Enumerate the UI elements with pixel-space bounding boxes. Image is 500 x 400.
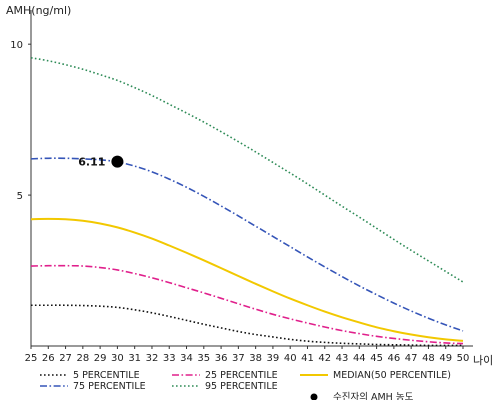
x-tick-label: 39: [267, 353, 280, 364]
legend-label: 25 PERCENTILE: [205, 370, 278, 381]
x-tick-label: 46: [388, 353, 401, 364]
x-tick-label: 47: [405, 353, 418, 364]
x-tick-label: 40: [284, 353, 297, 364]
series-line-95-percentile: [30, 56, 464, 283]
chart-legend: 5 PERCENTILE 25 PERCENTILE MEDIAN(50 PERCE…: [40, 370, 451, 400]
x-tick-label: 26: [42, 353, 55, 364]
x-tick-label: 43: [336, 353, 349, 364]
patient-amh-marker: [111, 155, 124, 168]
y-axis-label: AMH(ng/ml): [6, 4, 71, 17]
y-tick-label: 10: [10, 40, 23, 51]
x-tick-label: 41: [301, 353, 314, 364]
legend-label: 수진자의 AMH 농도: [333, 392, 414, 400]
x-tick-label: 38: [249, 353, 262, 364]
x-tick-label: 28: [76, 353, 89, 364]
x-tick-label: 42: [318, 353, 331, 364]
x-tick-label: 31: [128, 353, 141, 364]
x-tick-label: 50: [457, 353, 470, 364]
legend-label: 75 PERCENTILE: [73, 381, 146, 392]
x-tick-label: 30: [111, 353, 124, 364]
x-tick-label: 29: [94, 353, 107, 364]
legend-label: MEDIAN(50 PERCENTILE): [333, 370, 451, 381]
x-tick-label: 33: [163, 353, 176, 364]
x-tick-label: 25: [25, 353, 38, 364]
legend-label: 95 PERCENTILE: [205, 381, 278, 392]
x-tick-label: 48: [422, 353, 435, 364]
x-tick-label: 35: [197, 353, 210, 364]
chart-plot-area: 6.11: [30, 56, 464, 347]
x-tick-label: 44: [353, 353, 366, 364]
chart-axes: AMH(ng/ml) 나이 5 10 25 26 27 28 29 30 31 32 33 34 35 36 3…: [6, 4, 493, 367]
x-tick-label: 36: [215, 353, 228, 364]
patient-amh-value-label: 6.11: [78, 156, 105, 169]
legend-label: 5 PERCENTILE: [73, 370, 140, 381]
x-tick-label: 34: [180, 353, 193, 364]
x-tick-label: 45: [370, 353, 383, 364]
y-tick-label: 5: [17, 191, 23, 202]
series-line-75-percentile: [30, 157, 464, 332]
x-axis-label: 나이: [473, 354, 493, 367]
legend-marker-swatch: [310, 393, 318, 400]
series-line-25-percentile: [30, 264, 464, 345]
x-tick-label: 37: [232, 353, 245, 364]
x-tick-label: 27: [59, 353, 72, 364]
x-tick-label: 32: [146, 353, 159, 364]
series-line-median-50-percentile: [30, 217, 464, 342]
x-tick-label: 49: [439, 353, 452, 364]
series-line-5-percentile: [31, 304, 463, 347]
